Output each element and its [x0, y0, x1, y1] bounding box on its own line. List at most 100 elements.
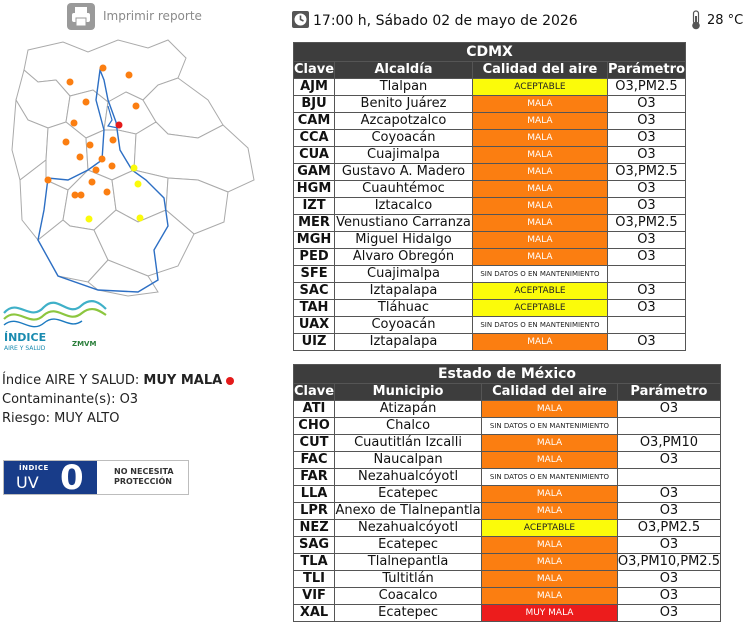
table-row: TAH Tláhuac ACEPTABLE O3	[292, 299, 687, 317]
table-row: FAR Nezahualcóyotl SIN DATOS O EN MANTENIM…	[292, 468, 722, 486]
air-quality-cell: MALA	[471, 95, 608, 113]
air-quality-cell: SIN DATOS O EN MANTENIMIENTO	[471, 316, 608, 334]
table-row: VIF Coacalco MALA O3	[292, 587, 722, 605]
table-row: CCA Coyoacán MALA O3	[292, 129, 687, 147]
station-code: GAM	[292, 163, 336, 181]
table-row: UAX Coyoacán SIN DATOS O EN MANTENIMIENTO	[292, 316, 687, 334]
station-code: BJU	[292, 95, 336, 113]
air-quality-cell: MALA	[471, 197, 608, 215]
station-code: MER	[292, 214, 336, 232]
air-quality-cell: MALA	[481, 502, 618, 520]
print-report-label[interactable]: Imprimir reporte	[103, 9, 202, 23]
station-code: ATI	[292, 400, 336, 418]
col-calidad: Calidad del aire	[481, 383, 618, 401]
svg-text:ÍNDICE: ÍNDICE	[4, 331, 46, 344]
station-location: Azcapotzalco	[334, 112, 473, 130]
station-code: XAL	[292, 604, 336, 622]
table-row: MER Venustiano Carranza MALA O3,PM2.5	[292, 214, 687, 232]
air-quality-cell: MALA	[471, 163, 608, 181]
parameter-cell	[616, 417, 722, 435]
air-quality-cell: SIN DATOS O EN MANTENIMIENTO	[471, 265, 608, 283]
station-code: TAH	[292, 299, 336, 317]
cdmx-table-body: AJM Tlalpan ACEPTABLE O3,PM2.5 BJU Benito Juá…	[292, 78, 687, 351]
air-quality-cell: MALA	[471, 248, 608, 266]
uv-label-small: ÍNDICE	[19, 464, 49, 472]
air-quality-cell: MALA	[481, 553, 618, 571]
table-row: SAG Ecatepec MALA O3	[292, 536, 722, 554]
parameter-cell	[606, 265, 687, 283]
parameter-cell: O3	[606, 129, 687, 147]
station-code: HGM	[292, 180, 336, 198]
table-row: SFE Cuajimalpa SIN DATOS O EN MANTENIMIENT…	[292, 265, 687, 283]
parameter-cell: O3	[606, 282, 687, 300]
air-quality-cell: ACEPTABLE	[481, 519, 618, 537]
col-clave: Clave	[292, 61, 336, 79]
thermometer-icon	[692, 10, 700, 30]
station-location: Benito Juárez	[334, 95, 473, 113]
status-dot-icon	[226, 376, 235, 385]
station-code: PED	[292, 248, 336, 266]
air-quality-cell: MALA	[481, 485, 618, 503]
col-parametro: Parámetro	[616, 383, 722, 401]
station-location: Cuautitlán Izcalli	[334, 434, 483, 452]
air-quality-cell: MALA	[471, 333, 608, 351]
table-row: FAC Naucalpan MALA O3	[292, 451, 722, 469]
station-location: Coyoacán	[334, 316, 473, 334]
air-quality-cell: MALA	[471, 112, 608, 130]
station-location: Coyoacán	[334, 129, 473, 147]
air-quality-cell: MALA	[481, 570, 618, 588]
air-quality-cell: MALA	[481, 587, 618, 605]
station-code: SAC	[292, 282, 336, 300]
print-button[interactable]	[67, 3, 95, 30]
parameter-cell	[616, 468, 722, 486]
table-row: CAM Azcapotzalco MALA O3	[292, 112, 687, 130]
station-code: CUA	[292, 146, 336, 164]
parameter-cell: O3,PM10	[616, 434, 722, 452]
table-row: SAC Iztapalapa ACEPTABLE O3	[292, 282, 687, 300]
temperature: 28 °C	[707, 13, 744, 28]
col-clave: Clave	[292, 383, 336, 401]
parameter-cell: O3	[616, 485, 722, 503]
edomex-table-body: ATI Atizapán MALA O3 CHO Chalco SIN DATOS O EN…	[292, 400, 722, 622]
air-quality-cell: MALA	[481, 536, 618, 554]
uv-rec-line1: NO NECESITA	[114, 467, 174, 476]
station-location: Anexo de Tlalnepantla	[334, 502, 483, 520]
parameter-cell: O3,PM10,PM2.5	[616, 553, 722, 571]
station-location: Ecatepec	[334, 536, 483, 554]
station-code: VIF	[292, 587, 336, 605]
station-location: Iztapalapa	[334, 282, 473, 300]
parameter-cell: O3	[606, 299, 687, 317]
clock-icon	[292, 11, 309, 28]
air-quality-cell: ACEPTABLE	[471, 78, 608, 96]
table-row: IZT Iztacalco MALA O3	[292, 197, 687, 215]
monitoring-map	[11, 39, 255, 297]
station-code: CUT	[292, 434, 336, 452]
station-code: MGH	[292, 231, 336, 249]
risk-line: Riesgo: MUY ALTO	[2, 411, 120, 426]
pollutant-line: Contaminante(s): O3	[2, 392, 139, 407]
air-quality-cell: ACEPTABLE	[471, 282, 608, 300]
uv-rec-line2: PROTECCIÓN	[114, 477, 172, 486]
air-quality-cell: MALA	[471, 231, 608, 249]
table-row: HGM Cuauhtémoc MALA O3	[292, 180, 687, 198]
station-code: IZT	[292, 197, 336, 215]
station-code: CAM	[292, 112, 336, 130]
cdmx-table-title: CDMX	[293, 42, 686, 62]
air-quality-cell: MALA	[471, 180, 608, 198]
parameter-cell: O3	[616, 536, 722, 554]
station-code: FAR	[292, 468, 336, 486]
col-alcaldia: Alcaldía	[334, 61, 473, 79]
table-row: MGH Miguel Hidalgo MALA O3	[292, 231, 687, 249]
station-location: Naucalpan	[334, 451, 483, 469]
parameter-cell: O3	[606, 248, 687, 266]
index-line: Índice AIRE Y SALUD: MUY MALA	[2, 371, 235, 390]
station-location: Chalco	[334, 417, 483, 435]
station-code: CHO	[292, 417, 336, 435]
parameter-cell: O3,PM2.5	[606, 163, 687, 181]
station-code: TLA	[292, 553, 336, 571]
table-row: XAL Ecatepec MUY MALA O3	[292, 604, 722, 622]
table-row: UIZ Iztapalapa MALA O3	[292, 333, 687, 351]
index-label: Índice AIRE Y SALUD:	[2, 373, 140, 388]
station-code: FAC	[292, 451, 336, 469]
air-quality-cell: MALA	[481, 434, 618, 452]
